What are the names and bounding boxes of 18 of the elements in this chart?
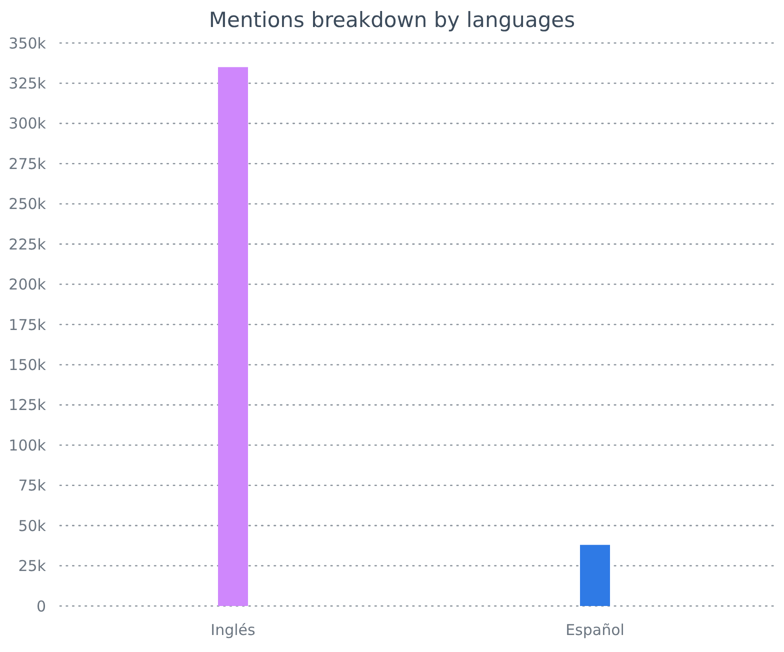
y-tick-label: 150k (8, 356, 46, 374)
y-tick-label: 325k (8, 74, 46, 92)
y-tick-label: 300k (8, 114, 46, 133)
x-tick-label: Español (566, 621, 624, 639)
y-tick-label: 250k (8, 195, 46, 214)
y-tick-label: 0 (36, 597, 46, 616)
y-tick-label: 75k (18, 476, 46, 495)
y-tick-label: 125k (8, 396, 46, 414)
y-tick-label: 200k (8, 276, 46, 294)
y-tick-label: 275k (8, 154, 46, 173)
y-tick-label: 175k (8, 316, 46, 334)
x-tick-label: Inglés (210, 621, 256, 639)
y-tick-label: 25k (18, 557, 46, 576)
chart-title: Mentions breakdown by languages (208, 8, 576, 32)
y-tick-label: 225k (8, 235, 46, 254)
y-tick-label: 50k (18, 516, 46, 535)
y-tick-label: 350k (8, 34, 46, 52)
y-tick-label: 100k (8, 436, 46, 454)
